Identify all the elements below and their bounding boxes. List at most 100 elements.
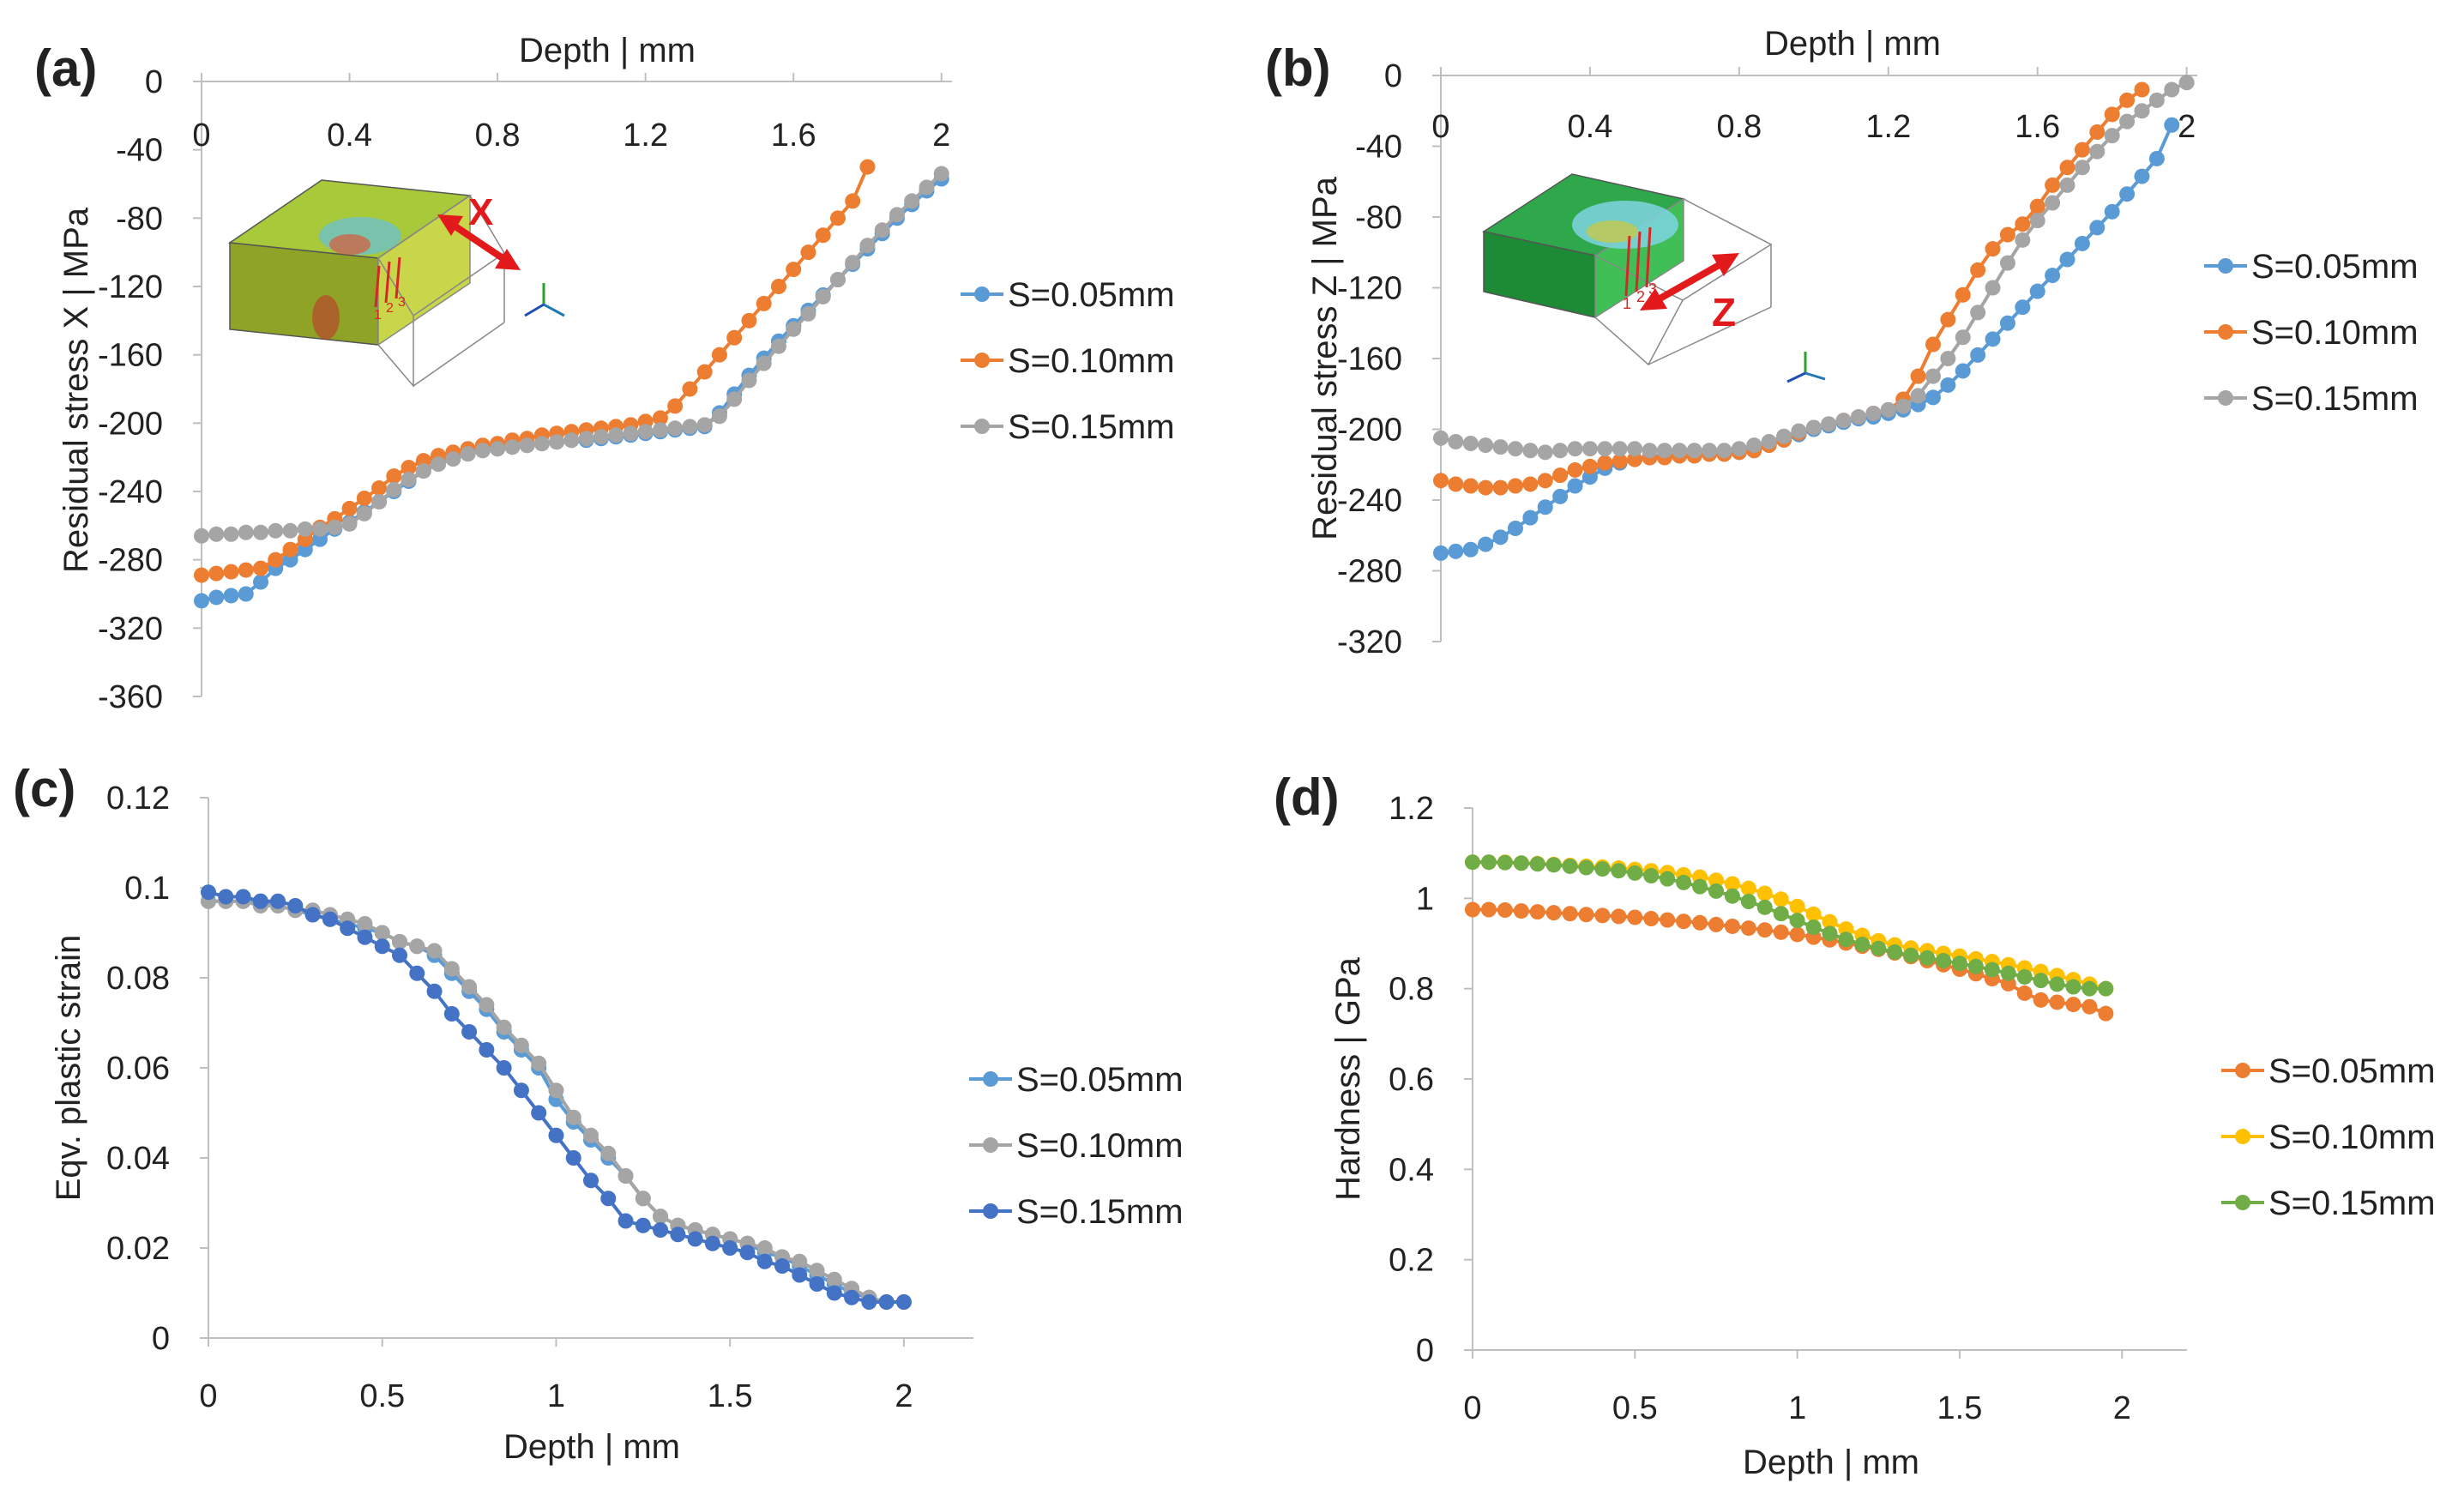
- panel-d-y-axis-title: Hardness | GPa: [1329, 956, 1367, 1201]
- panel-b-data-point: [1686, 443, 1702, 459]
- panel-c-data-point: [739, 1245, 756, 1261]
- panel-d-data-point: [2065, 979, 2081, 995]
- panel-a-x-tick-label: 1.2: [623, 118, 668, 154]
- panel-b-data-point: [1612, 453, 1628, 469]
- panel-a-y-tick-label: -80: [116, 201, 163, 237]
- panel-b-data-point: [2178, 75, 2195, 91]
- panel-b-data-point: [1731, 441, 1747, 457]
- panel-b-data-point: [1955, 329, 1971, 346]
- panel-c-legend-marker: [983, 1071, 998, 1087]
- panel-d-data-point: [1740, 920, 1756, 937]
- panel-b-data-point: [1552, 467, 1569, 484]
- panel-b-data-point: [1627, 441, 1643, 457]
- panel-a-x-tick-label: 0.8: [475, 118, 521, 154]
- panel-d-data-point: [2033, 973, 2049, 989]
- panel-b-data-point: [1716, 443, 1732, 459]
- panel-c-y-tick-label: 0: [152, 1321, 170, 1357]
- panel-b-data-point: [1985, 241, 2001, 257]
- panel-a-x-tick-label: 0: [192, 118, 210, 154]
- panel-d-data-point: [2049, 976, 2065, 992]
- panel-c-x-tick-label: 0.5: [359, 1378, 405, 1414]
- panel-a-y-tick-label: -200: [98, 406, 163, 442]
- panel-b-data-point: [1791, 423, 1807, 439]
- panel-d-axes: 0 0.5 1 1.5 2 0 0.2 0.4 0.6 0.8 1 1.2: [1389, 791, 2187, 1426]
- panel-a-data-point: [474, 443, 491, 459]
- panel-b-data-point: [1537, 499, 1553, 515]
- panel-d-data-point: [1854, 937, 1871, 953]
- panel-a-y-tick-label: -120: [98, 269, 163, 305]
- panel-b-data-point: [1552, 443, 1569, 459]
- panel-d-data-point: [1627, 865, 1643, 881]
- panel-c-data-point: [461, 1024, 478, 1040]
- panel-b-y-tick-label: -320: [1337, 624, 1402, 660]
- panel-a-data-point: [223, 564, 239, 580]
- panel-c-data-point: [340, 920, 356, 937]
- panel-b-data-point: [2029, 213, 2045, 229]
- panel-a: (a) 1 2 3 X: [34, 32, 1175, 715]
- panel-d-data-point: [1805, 906, 1822, 922]
- panel-c-data-point: [443, 1006, 460, 1022]
- panel-a-data-point: [194, 593, 209, 609]
- panel-a-y-tick-label: -40: [116, 133, 163, 169]
- panel-d-data-point: [1903, 947, 1919, 963]
- panel-a-data-point: [741, 372, 757, 389]
- panel-c-data-point: [461, 979, 478, 995]
- panel-d-data-point: [1773, 891, 1789, 907]
- panel-c-data-point: [774, 1258, 790, 1274]
- panel-b-data-point: [1702, 443, 1718, 459]
- panel-c-data-point: [844, 1289, 860, 1305]
- panel-c-y-tick-label: 0.12: [106, 781, 170, 817]
- panel-a-legend-label: S=0.15mm: [1008, 408, 1175, 446]
- panel-b-legend-label: S=0.10mm: [2251, 314, 2419, 352]
- panel-b-data-point: [1970, 347, 1986, 363]
- panel-a-data-point: [786, 321, 802, 337]
- panel-b-data-point: [1925, 389, 1941, 406]
- panel-b-data-point: [1433, 545, 1449, 561]
- panel-b: (b) 1 2 3 Z: [1265, 25, 2419, 660]
- panel-a-data-point: [282, 541, 298, 558]
- panel-a-data-point: [401, 460, 417, 476]
- panel-a-data-point: [194, 527, 209, 544]
- panel-b-data-point: [2089, 143, 2106, 160]
- panel-b-x-tick-label: 1.2: [1865, 109, 1911, 145]
- inset-a-point-label: 3: [398, 295, 406, 310]
- panel-b-x-tick-label: 0.4: [1568, 109, 1613, 145]
- panel-a-data-point: [786, 262, 802, 278]
- panel-d-data-point: [1708, 916, 1724, 932]
- panel-d-data-point: [1967, 958, 1984, 974]
- panel-d-legend-marker: [2235, 1063, 2250, 1078]
- panel-d-data-point: [1562, 858, 1578, 874]
- panel-a-data-point: [741, 312, 757, 329]
- panel-b-data-point: [2015, 216, 2031, 232]
- panel-d-data-point: [1984, 961, 2000, 978]
- panel-d-data-point: [1513, 903, 1529, 919]
- panel-b-data-point: [2089, 220, 2106, 236]
- panel-c-data-point: [270, 893, 286, 909]
- panel-d-data-point: [1789, 926, 1805, 943]
- panel-b-data-point: [1522, 443, 1539, 459]
- panel-a-data-point: [238, 586, 254, 602]
- panel-a-data-point: [238, 562, 254, 578]
- panel-b-data-point: [1746, 437, 1762, 454]
- panel-c-data-point: [374, 938, 390, 955]
- panel-d-data-point: [1676, 874, 1692, 890]
- panel-b-data-point: [1478, 479, 1494, 496]
- panel-c-data-point: [392, 947, 407, 963]
- panel-d-y-tick-label: 0.6: [1389, 1062, 1434, 1098]
- panel-a-data-point: [919, 179, 935, 196]
- panel-a-legend-marker: [974, 419, 990, 434]
- panel-b-data-point: [1940, 377, 1956, 393]
- panel-d-x-tick-label: 1: [1788, 1390, 1806, 1426]
- panel-a-data-point: [667, 420, 684, 437]
- panel-a-data-point: [268, 552, 284, 568]
- panel-b-y-tick-label: -160: [1337, 341, 1402, 377]
- panel-a-data-point: [356, 490, 372, 506]
- panel-c-data-point: [583, 1172, 599, 1189]
- panel-c-y-tick-label: 0.04: [106, 1141, 170, 1177]
- panel-a-data-point: [682, 381, 698, 397]
- panel-b-data-point: [1448, 433, 1464, 449]
- panel-a-data-point: [726, 329, 743, 346]
- panel-a-data-point: [445, 451, 461, 467]
- panel-b-data-point: [1776, 428, 1792, 444]
- panel-a-data-point: [415, 463, 431, 479]
